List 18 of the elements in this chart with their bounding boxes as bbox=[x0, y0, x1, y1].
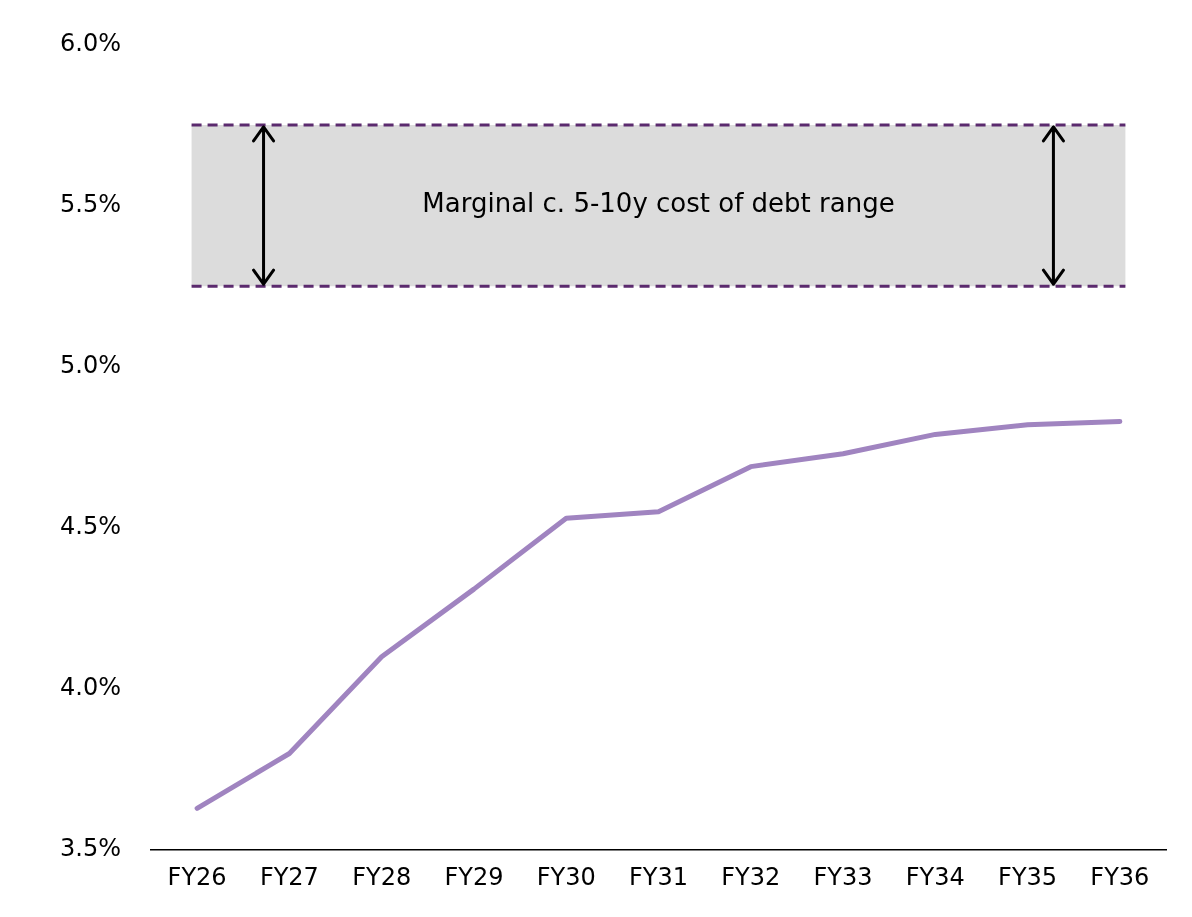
y-tick-label: 5.0% bbox=[59, 350, 121, 379]
y-tick-label: 6.0% bbox=[59, 28, 121, 57]
x-tick-label: FY27 bbox=[259, 862, 319, 891]
band-label: Marginal c. 5-10y cost of debt range bbox=[422, 188, 895, 219]
x-tick-label: FY26 bbox=[167, 862, 227, 891]
x-tick-label: FY32 bbox=[721, 862, 781, 891]
x-tick-label: FY30 bbox=[536, 862, 596, 891]
x-tick-label: FY28 bbox=[352, 862, 412, 891]
x-tick-label: FY36 bbox=[1090, 862, 1150, 891]
x-tick-label: FY33 bbox=[813, 862, 873, 891]
y-tick-label: 4.0% bbox=[59, 673, 121, 702]
y-tick-label: 3.5% bbox=[59, 834, 121, 863]
x-tick-label: FY29 bbox=[444, 862, 504, 891]
x-tick-label: FY31 bbox=[628, 862, 688, 891]
x-tick-label: FY35 bbox=[998, 862, 1058, 891]
y-tick-label: 5.5% bbox=[59, 189, 121, 218]
y-tick-label: 4.5% bbox=[59, 512, 121, 541]
x-tick-label: FY34 bbox=[905, 862, 965, 891]
